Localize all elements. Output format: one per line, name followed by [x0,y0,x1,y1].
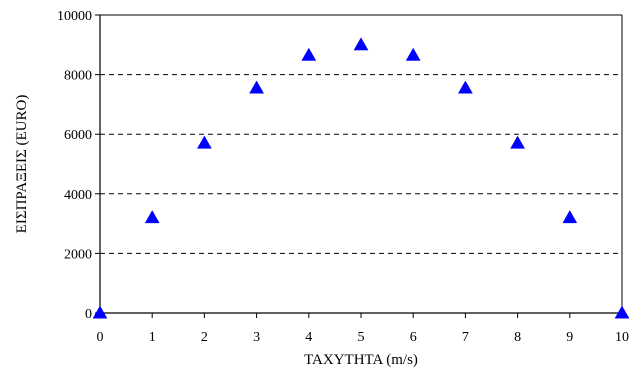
y-tick-label: 6000 [64,128,92,143]
x-tick-label: 8 [514,330,521,345]
x-tick-label: 3 [253,330,260,345]
y-tick-label: 10000 [57,9,92,24]
x-tick-label: 5 [358,330,365,345]
gridlines [100,74,622,254]
x-axis-title: ΤΑΧΥΤΗΤΑ (m/s) [304,352,418,368]
data-point-triangle [301,47,317,61]
y-tick-label: 4000 [64,188,92,203]
data-point-triangle [405,47,421,61]
data-point-triangle [353,37,369,51]
y-tick-label: 8000 [64,69,92,84]
data-point-triangle [614,305,629,319]
data-point-triangle [457,80,473,94]
data-point-triangle [510,135,526,149]
x-tick-label: 4 [305,330,312,345]
data-point-triangle [562,210,578,224]
data-point-triangle [144,210,160,224]
y-tick-label: 2000 [64,247,92,262]
axes [95,14,623,318]
x-tick-label: 7 [462,330,469,345]
x-tick-label: 6 [410,330,417,345]
y-axis-title: ΕΙΣΠΡΑΞΕΙΣ (EURO) [14,95,30,234]
data-point-triangle [249,80,265,94]
x-tick-label: 9 [566,330,573,345]
x-tick-label: 2 [201,330,208,345]
tick-labels: 0 2000 4000 6000 8000 10000 0 1 2 3 4 5 6 7 8 9 10 [57,9,629,345]
y-tick-label: 0 [85,307,92,322]
x-tick-label: 1 [149,330,156,345]
data-point-triangle [196,135,212,149]
x-tick-label: 0 [97,330,104,345]
x-tick-label: 10 [615,330,629,345]
data-point-triangle [92,305,108,319]
data-points [92,37,629,319]
